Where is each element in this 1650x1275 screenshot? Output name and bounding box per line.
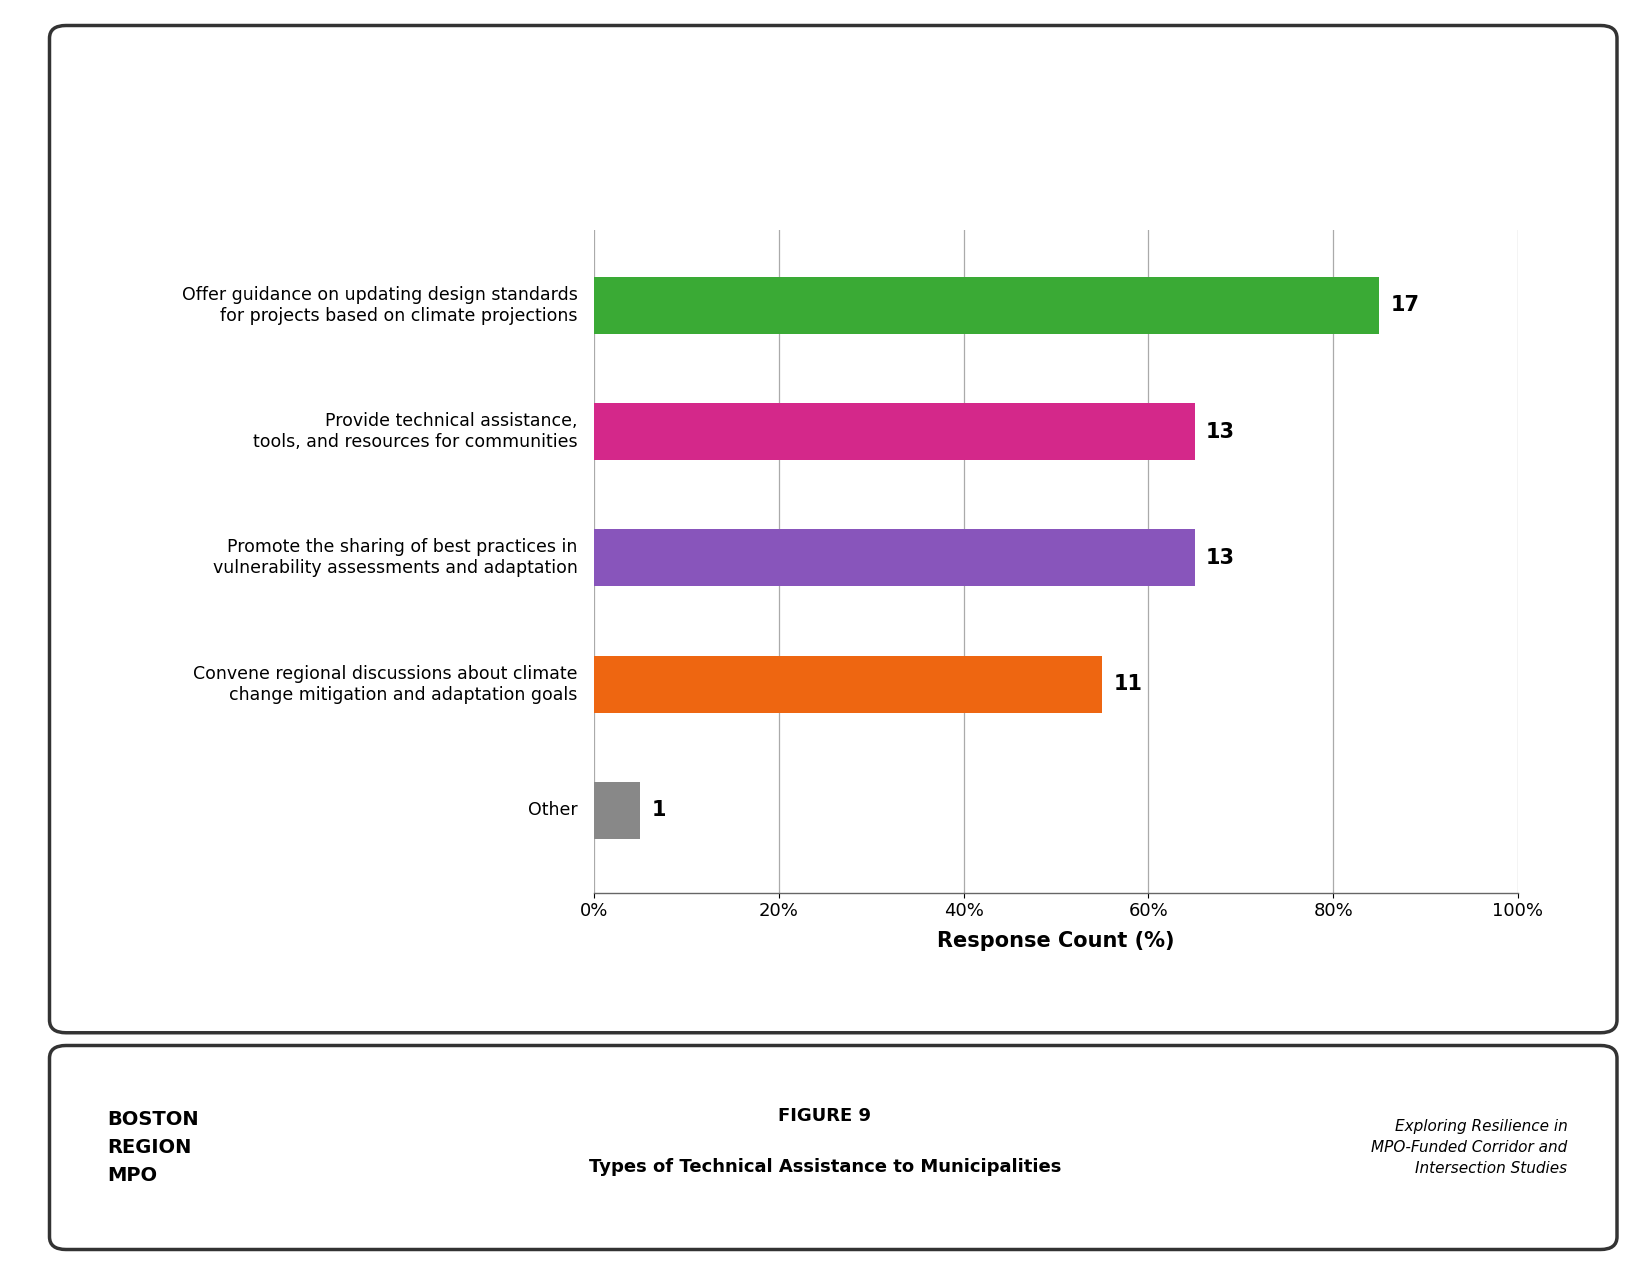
Text: Types of Technical Assistance to Municipalities: Types of Technical Assistance to Municip… (589, 1158, 1061, 1176)
Text: 13: 13 (1206, 548, 1234, 567)
Text: Exploring Resilience in
MPO-Funded Corridor and
Intersection Studies: Exploring Resilience in MPO-Funded Corri… (1371, 1119, 1567, 1176)
Text: 11: 11 (1114, 674, 1142, 694)
Bar (594, 782, 640, 839)
Text: Offer guidance on updating design standards
for projects based on climate projec: Offer guidance on updating design standa… (182, 286, 578, 325)
Bar (594, 529, 1195, 586)
Text: FIGURE 9: FIGURE 9 (779, 1107, 871, 1125)
Text: Promote the sharing of best practices in
vulnerability assessments and adaptatio: Promote the sharing of best practices in… (213, 538, 578, 578)
Text: Other: Other (528, 802, 578, 820)
Bar (594, 655, 1102, 713)
Text: Convene regional discussions about climate
change mitigation and adaptation goal: Convene regional discussions about clima… (193, 664, 578, 704)
Bar (594, 403, 1195, 460)
Text: BOSTON
REGION
MPO: BOSTON REGION MPO (107, 1111, 200, 1184)
Text: 13: 13 (1206, 422, 1234, 441)
Text: Provide technical assistance,
tools, and resources for communities: Provide technical assistance, tools, and… (252, 412, 578, 451)
Bar (594, 277, 1379, 334)
Text: 17: 17 (1391, 296, 1419, 315)
X-axis label: Response Count (%): Response Count (%) (937, 931, 1175, 951)
Text: 1: 1 (652, 801, 667, 820)
